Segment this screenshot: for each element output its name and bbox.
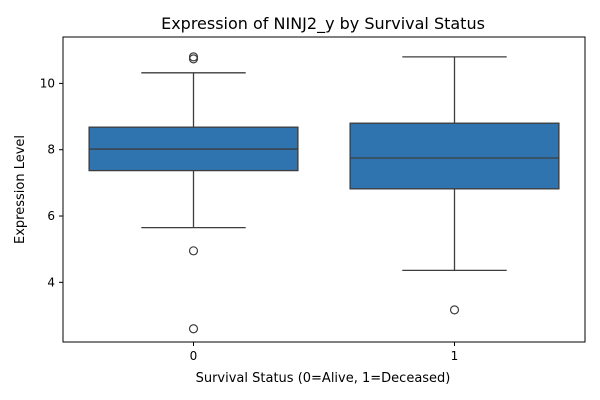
iqr-box [349, 122, 560, 190]
x-axis-label: Survival Status (0=Alive, 1=Deceased) [196, 371, 451, 386]
outlier-point [188, 246, 199, 256]
y-tick-label: 6 [47, 209, 55, 223]
x-tick-label: 0 [190, 349, 198, 363]
y-tick-label: 10 [40, 76, 55, 90]
outlier-point [188, 324, 199, 334]
outlier-point [449, 305, 460, 315]
box-group-1 [349, 56, 560, 315]
x-tick-label: 1 [451, 349, 459, 363]
plot-area [88, 52, 560, 334]
y-tick-label: 4 [47, 275, 55, 289]
y-axis-label: Expression Level [13, 135, 28, 244]
y-tick-label: 8 [47, 143, 55, 157]
outlier-point [188, 54, 199, 64]
chart-title: Expression of NINJ2_y by Survival Status [161, 14, 485, 34]
axes-frame [62, 36, 586, 343]
box-group-0 [88, 52, 299, 334]
